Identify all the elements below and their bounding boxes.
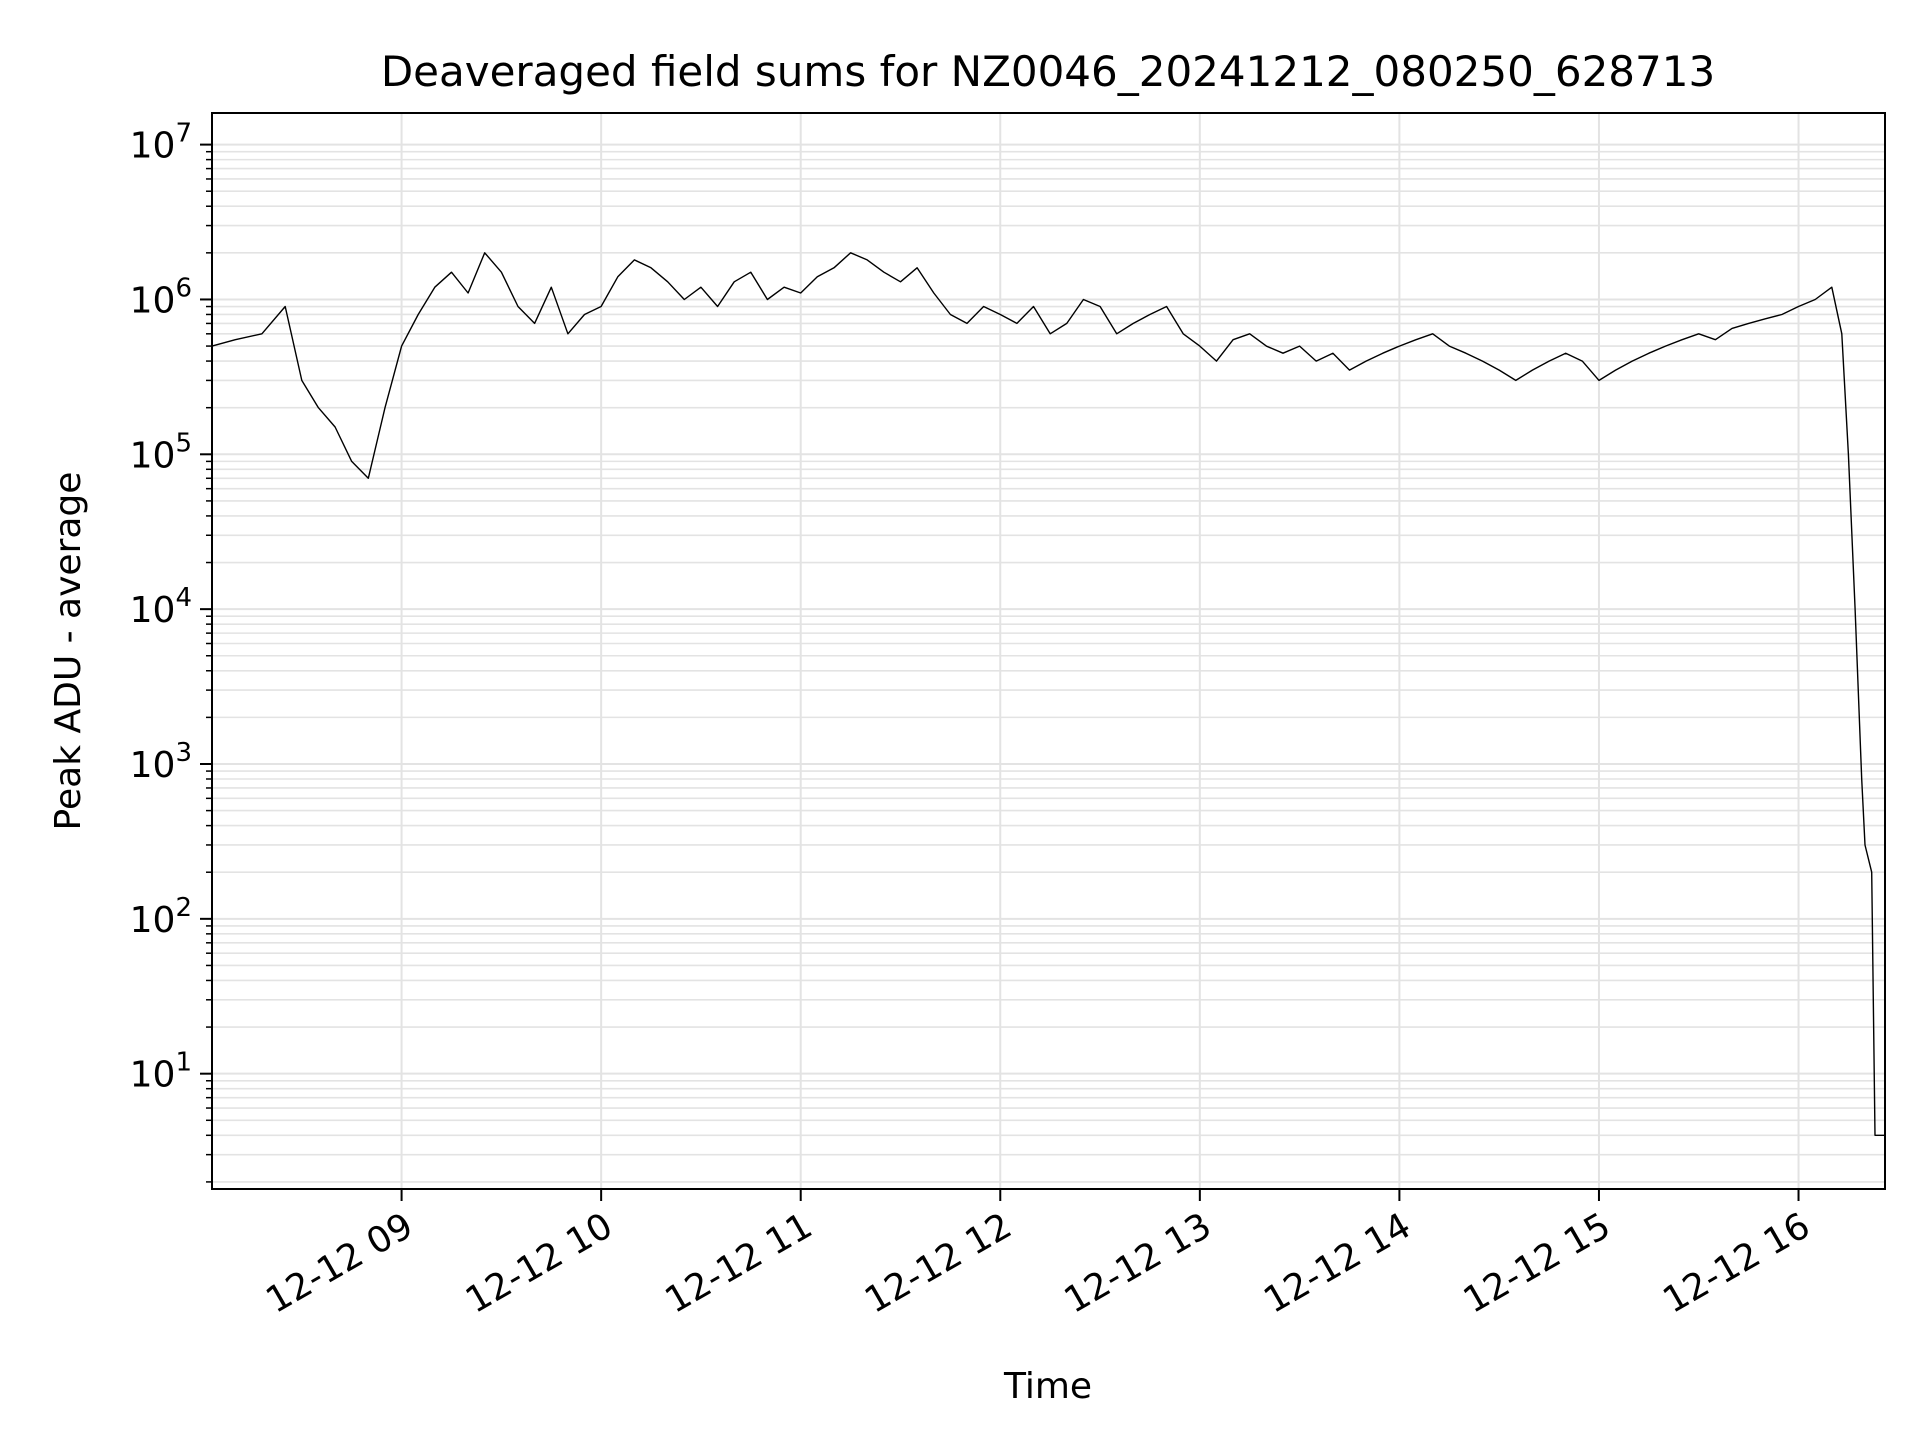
y-tick-label: 101 bbox=[130, 1048, 192, 1096]
y-axis-ticks: 101 102 103 104 105 106 107 bbox=[130, 119, 212, 1183]
y-tick-label: 107 bbox=[130, 119, 192, 167]
y-tick-label: 102 bbox=[130, 893, 192, 941]
series-line bbox=[211, 252, 1885, 1136]
plot-frame bbox=[211, 112, 1886, 1190]
x-axis-label: Time bbox=[1003, 1366, 1092, 1407]
y-tick-label: 103 bbox=[130, 738, 192, 786]
series-trace bbox=[211, 252, 1885, 1136]
y-tick-label: 104 bbox=[130, 583, 192, 631]
y-tick-label: 105 bbox=[130, 428, 192, 476]
y-tick-label: 106 bbox=[130, 273, 192, 321]
chart-title: Deaveraged field sums for NZ0046_2024121… bbox=[381, 47, 1715, 96]
y-axis-label: Peak ADU - average bbox=[48, 472, 89, 831]
grid bbox=[212, 113, 1885, 1189]
